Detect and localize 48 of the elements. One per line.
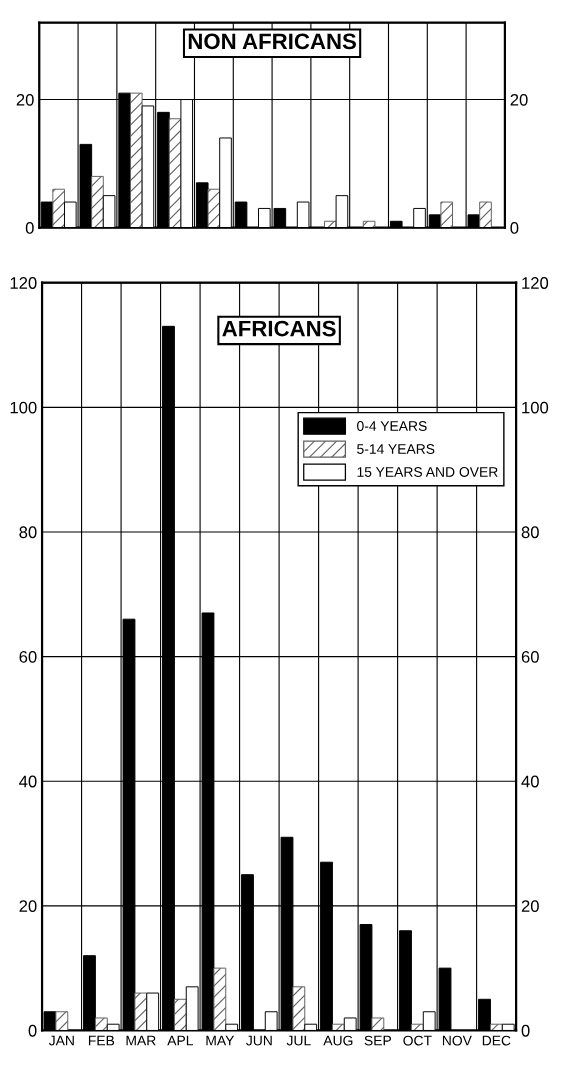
bar (362, 220, 376, 228)
x-tick-label: FEB (88, 1035, 115, 1046)
bar (207, 188, 221, 228)
x-tick-label: AUG (323, 1035, 353, 1046)
y2-tick-label: 100 (522, 401, 549, 414)
bar (173, 998, 187, 1031)
y2-tick-label: 0 (521, 1024, 530, 1037)
bar (440, 201, 454, 228)
bar (371, 1017, 385, 1031)
legend-label: 15 YEARS AND OVER (357, 467, 498, 477)
bar (479, 201, 492, 228)
x-tick-label: JUN (246, 1035, 272, 1046)
y2-tick-label: 20 (521, 900, 539, 913)
bar (134, 992, 148, 1031)
x-tick-label: JAN (48, 1035, 74, 1046)
y-tick-label: 80 (19, 526, 37, 539)
y2-tick-label: 80 (521, 526, 539, 539)
legend-label: 0-4 YEARS (357, 421, 427, 431)
y2-tick-label: 120 (522, 277, 549, 289)
y2-tick-label: 0 (510, 222, 519, 234)
x-tick-label: APL (167, 1035, 193, 1046)
y-tick-label: 60 (19, 650, 37, 663)
x-tick-label: NOV (442, 1035, 472, 1046)
y2-tick-label: 40 (521, 775, 539, 788)
y-tick-label: 40 (19, 775, 37, 788)
chart-title: NON AFRICANS (188, 33, 356, 50)
y-tick-label: 0 (28, 1024, 37, 1037)
bar (213, 967, 227, 1031)
x-tick-label: JUL (286, 1035, 311, 1046)
bar (52, 188, 65, 228)
y-tick-label: 120 (10, 277, 37, 289)
x-tick-label: SEP (364, 1035, 392, 1046)
x-tick-label: DEC (482, 1035, 511, 1046)
y2-tick-label: 20 (510, 93, 528, 106)
y-tick-label: 20 (19, 900, 37, 913)
x-tick-label: OCT (403, 1035, 432, 1046)
legend-label: 5-14 YEARS (357, 444, 435, 454)
bar (94, 1017, 108, 1031)
bar (55, 1011, 69, 1031)
text: AFRICANS (222, 320, 336, 337)
x-tick-label: MAR (126, 1035, 156, 1046)
y-tick-label: 100 (10, 401, 37, 414)
bar (91, 175, 104, 228)
y2-tick-label: 60 (521, 650, 539, 663)
x-tick-label: MAY (206, 1035, 235, 1046)
bar (292, 986, 306, 1031)
y-tick-label: 0 (25, 222, 34, 234)
y-tick-label: 20 (16, 93, 34, 106)
